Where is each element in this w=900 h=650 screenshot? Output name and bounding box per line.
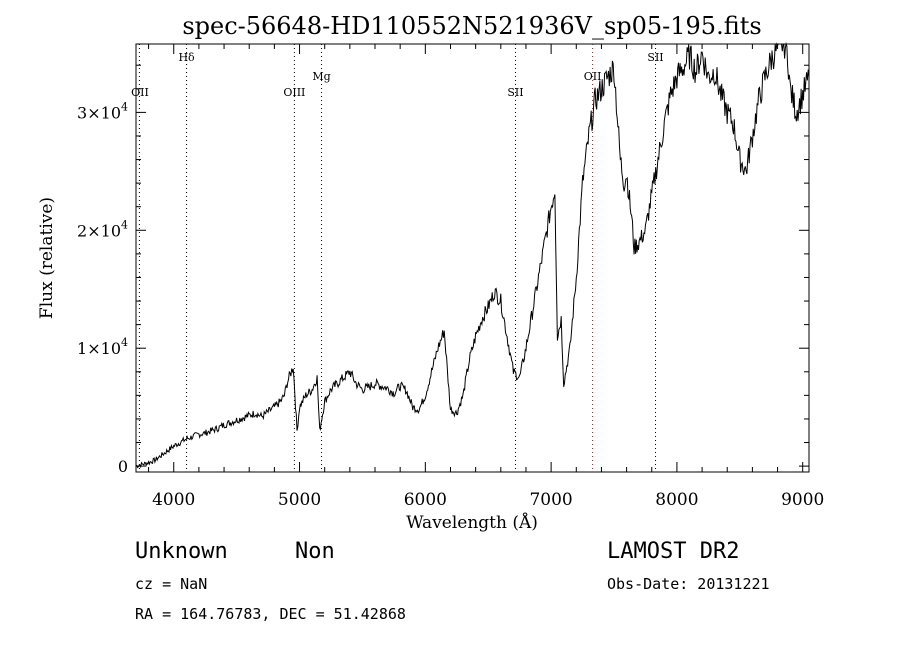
x-tick-label: 5000 [278,490,321,510]
marker-label-3: Mg [312,70,330,83]
sky-coordinates: RA = 164.76783, DEC = 51.42868 [135,605,406,623]
object-class: Unknown [135,539,228,564]
y-axis-ticks: 0 1×104 2×104 3×104 [77,64,809,476]
x-tick-label: 7000 [529,490,572,510]
object-subclass: Non [295,539,335,564]
x-tick-label: 6000 [404,490,447,510]
spectral-line-markers: OII Hδ OIII Mg SII OII SII [131,44,664,472]
flux-series-line [135,42,810,469]
observation-date: Obs-Date: 20131221 [607,575,770,593]
x-axis-label: Wavelength (Å) [406,512,538,533]
marker-label-0: OII [131,86,149,99]
marker-label-5: OII [584,70,602,83]
x-tick-label: 9000 [781,490,824,510]
marker-label-1: Hδ [178,51,195,64]
y-tick-label: 3×104 [77,100,128,122]
marker-label-4: SII [507,86,523,99]
y-tick-label: 2×104 [77,218,128,240]
y-tick-label: 1×104 [77,336,128,358]
x-tick-label: 8000 [655,490,698,510]
survey-name: LAMOST DR2 [607,539,740,564]
plot-frame [135,43,810,473]
x-axis-ticks: 4000 5000 6000 7000 8000 9000 [148,44,824,510]
x-tick-label: 4000 [152,490,195,510]
y-axis-label: Flux (relative) [37,197,57,319]
marker-label-6: SII [647,51,663,64]
chart-title: spec-56648-HD110552N521936V_sp05-195.fit… [182,12,761,40]
marker-label-2: OIII [283,86,305,99]
y-tick-label: 0 [118,457,128,476]
redshift-value: cz = NaN [135,575,208,593]
